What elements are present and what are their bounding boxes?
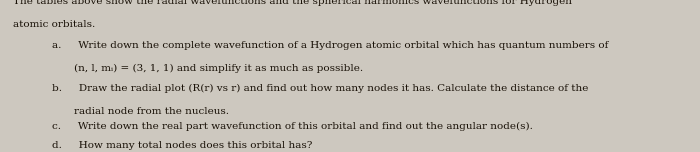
Text: radial node from the nucleus.: radial node from the nucleus. <box>74 107 228 116</box>
Text: b.   Draw the radial plot (R(r) vs r) and find out how many nodes it has. Calcul: b. Draw the radial plot (R(r) vs r) and … <box>52 84 589 93</box>
Text: The tables above show the radial wavefunctions and the spherical harmonics wavef: The tables above show the radial wavefun… <box>13 0 572 6</box>
Text: d.   How many total nodes does this orbital has?: d. How many total nodes does this orbita… <box>52 142 313 150</box>
Text: atomic orbitals.: atomic orbitals. <box>13 20 94 29</box>
Text: a.   Write down the complete wavefunction of a Hydrogen atomic orbital which has: a. Write down the complete wavefunction … <box>52 41 609 50</box>
Text: (n, l, mᵢ) = (3, 1, 1) and simplify it as much as possible.: (n, l, mᵢ) = (3, 1, 1) and simplify it a… <box>74 64 363 73</box>
Text: c.   Write down the real part wavefunction of this orbital and find out the angu: c. Write down the real part wavefunction… <box>52 122 533 131</box>
